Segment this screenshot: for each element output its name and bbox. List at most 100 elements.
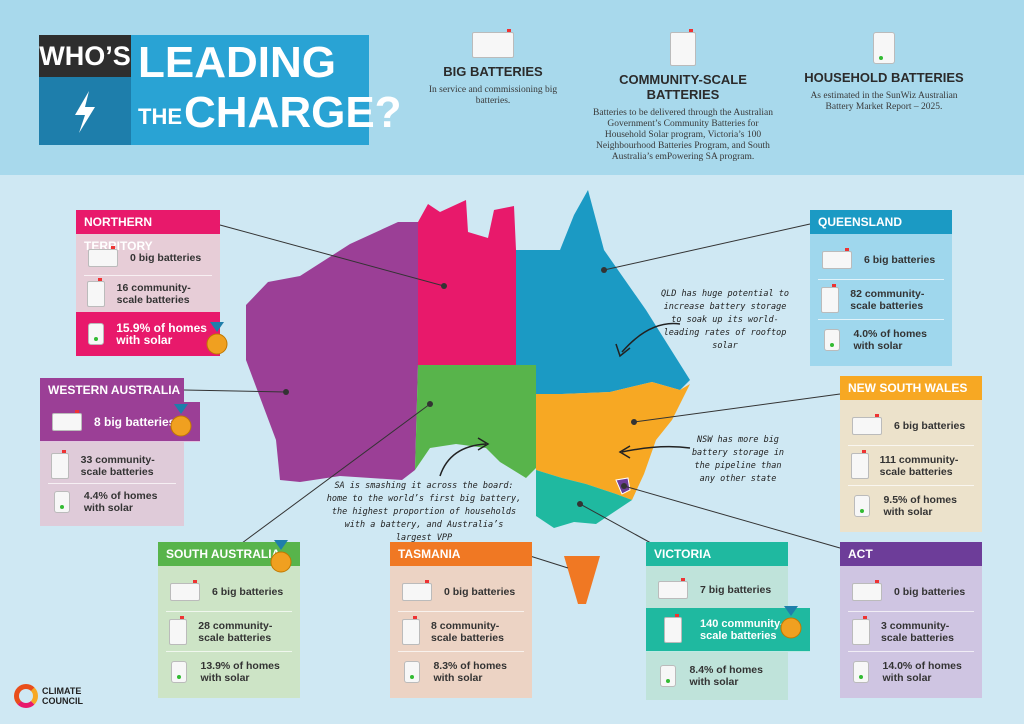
card-tas: TASMANIA 0 big batteries 8 community-sca… — [390, 542, 532, 698]
nt-community: 16 community-scale batteries — [116, 282, 191, 306]
household-battery-icon — [88, 323, 105, 345]
sa-big: 6 big batteries — [212, 585, 284, 598]
big-battery-icon — [472, 29, 514, 58]
note-nsw: NSW has more big battery storage in the … — [691, 435, 785, 484]
medal-icon — [170, 404, 192, 437]
household-battery-icon — [853, 661, 870, 683]
title-charge: CHARGE? — [184, 88, 402, 137]
community-battery-icon — [664, 613, 682, 643]
community-battery-icon — [850, 449, 869, 479]
big-battery-icon — [88, 245, 118, 267]
vic-big: 7 big batteries — [700, 584, 772, 596]
big-battery-icon — [402, 579, 432, 601]
community-battery-icon — [51, 449, 70, 479]
card-nsw-title: NEW SOUTH WALES — [840, 376, 982, 400]
map-vic — [536, 470, 632, 528]
community-battery-icon — [821, 283, 840, 313]
medal-icon — [780, 606, 802, 639]
card-vic-title: VICTORIA — [646, 542, 788, 566]
card-nsw: NEW SOUTH WALES 6 big batteries 111 comm… — [840, 376, 982, 532]
logo-icon — [14, 684, 38, 708]
community-battery-icon — [851, 615, 870, 645]
map-qld — [516, 190, 690, 394]
lightning-icon — [75, 91, 95, 133]
act-community: 3 community-scale batteries — [881, 619, 954, 644]
act-big: 0 big batteries — [894, 585, 966, 598]
logo-line1: CLIMATE — [42, 686, 82, 696]
nsw-household: 9.5% of homes with solar — [883, 494, 957, 518]
legend-community: COMMUNITY-SCALE BATTERIES Batteries to b… — [588, 29, 778, 163]
household-battery-icon — [873, 32, 895, 64]
vic-household: 8.4% of homes with solar — [689, 664, 763, 688]
nt-big: 0 big batteries — [130, 251, 202, 264]
qld-community: 82 community-scale batteries — [850, 287, 925, 312]
map-nsw — [536, 382, 690, 500]
legend-community-desc: Batteries to be delivered through the Au… — [593, 108, 773, 162]
legend-big: BIG BATTERIES In service and commissioni… — [428, 29, 558, 107]
nsw-big: 6 big batteries — [894, 419, 966, 432]
title-panel — [131, 35, 369, 145]
card-tas-title: TASMANIA — [390, 542, 532, 566]
map-sa — [415, 365, 536, 478]
community-battery-icon — [401, 615, 420, 645]
big-battery-icon — [852, 579, 882, 601]
legend-big-desc: In service and commissioning big batteri… — [428, 85, 558, 106]
vic-community: 140 community-scale batteries — [700, 617, 784, 642]
card-nt-title: NORTHERN TERRITORY — [76, 210, 220, 253]
legend-community-heading: COMMUNITY-SCALE BATTERIES — [619, 72, 747, 102]
tas-household: 8.3% of homes with solar — [433, 660, 507, 684]
card-vic: VICTORIA 7 big batteries 140 community-s… — [646, 542, 810, 700]
sa-community: 28 community-scale batteries — [198, 619, 273, 644]
tas-community: 8 community-scale batteries — [431, 619, 504, 644]
sa-household: 13.9% of homes with solar — [200, 660, 280, 684]
big-battery-icon — [658, 578, 688, 599]
note-sa: SA is smashing it across the board: home… — [326, 481, 522, 543]
legend-big-heading: BIG BATTERIES — [443, 64, 543, 79]
community-battery-icon — [87, 278, 106, 307]
household-battery-icon — [823, 329, 840, 351]
logo-line2: COUNCIL — [42, 696, 83, 706]
household-battery-icon — [403, 661, 420, 683]
legend-household-desc: As estimated in the SunWiz Australian Ba… — [810, 91, 958, 112]
wa-household: 4.4% of homes with solar — [83, 490, 158, 514]
community-battery-icon — [169, 615, 188, 645]
big-battery-icon — [170, 579, 200, 601]
wa-community: 33 community-scale batteries — [80, 453, 155, 478]
tas-big: 0 big batteries — [444, 585, 516, 598]
medal-icon — [270, 540, 292, 573]
household-battery-icon — [53, 491, 70, 513]
medal-icon — [206, 322, 228, 355]
card-sa: SOUTH AUSTRALIA 6 big batteries 28 commu… — [158, 542, 300, 698]
climate-council-logo: CLIMATE COUNCIL — [14, 684, 83, 708]
title-leading: LEADING — [138, 38, 336, 87]
household-battery-icon — [659, 665, 676, 687]
map-wa — [246, 222, 418, 482]
big-battery-icon — [852, 413, 882, 435]
card-wa-title: WESTERN AUSTRALIA — [40, 378, 184, 402]
nsw-community: 111 community-scale batteries — [879, 453, 959, 478]
household-battery-icon — [853, 495, 870, 517]
wa-big: 8 big batteries — [94, 414, 176, 429]
qld-household: 4.0% of homes with solar — [853, 328, 927, 352]
title-whos: WHO’S — [39, 35, 131, 77]
card-nt: NORTHERN TERRITORY 0 big batteries 16 co… — [76, 210, 220, 356]
card-act-title: ACT — [840, 542, 982, 566]
title-the: THE — [138, 104, 182, 129]
card-qld: QUEENSLAND 6 big batteries 82 community-… — [810, 210, 952, 366]
qld-big: 6 big batteries — [864, 253, 936, 266]
community-battery-icon — [670, 29, 696, 66]
nt-household: 15.9% of homes with solar — [116, 321, 207, 347]
card-act: ACT 0 big batteries 3 community-scale ba… — [840, 542, 982, 698]
big-battery-icon — [52, 409, 82, 431]
act-household: 14.0% of homes with solar — [882, 660, 962, 684]
card-qld-title: QUEENSLAND — [810, 210, 952, 234]
big-battery-icon — [822, 247, 852, 269]
household-battery-icon — [171, 661, 188, 683]
note-qld: QLD has huge potential to increase batte… — [661, 289, 789, 351]
card-wa: WESTERN AUSTRALIA 8 big batteries 33 com… — [40, 378, 200, 526]
map-nt — [418, 200, 516, 365]
map-tas — [564, 556, 600, 604]
lightning-box — [39, 77, 131, 145]
legend-household-heading: HOUSEHOLD BATTERIES — [804, 70, 964, 85]
